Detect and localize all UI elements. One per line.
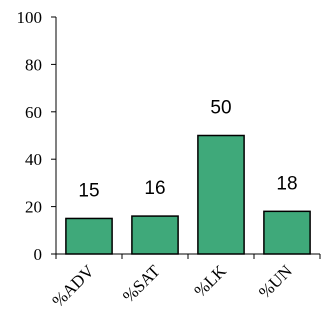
data-label: 15: [78, 180, 99, 201]
category-label: %SAT: [119, 261, 164, 306]
data-label: 16: [144, 178, 165, 199]
x-axis: [55, 253, 321, 259]
y-tick-label: 80: [25, 55, 42, 74]
bar-pct-lk: [197, 134, 245, 255]
category-label: %LK: [190, 261, 230, 301]
bar-pct-sat: [131, 215, 179, 255]
data-label: 50: [210, 98, 231, 119]
bar-pct-un: [263, 210, 311, 255]
data-labels: 15 16 50 18: [78, 98, 297, 202]
bar-pct-adv: [65, 217, 113, 255]
y-axis: 0 20 40 60 80 100: [17, 8, 57, 264]
y-tick-label: 40: [25, 150, 42, 169]
y-tick-label: 0: [34, 245, 43, 264]
category-labels: %ADV %SAT %LK %UN: [48, 261, 295, 311]
data-label: 18: [276, 173, 297, 194]
y-tick-label: 100: [17, 8, 43, 27]
bars: [65, 134, 311, 255]
category-label: %UN: [255, 261, 296, 302]
y-tick-label: 20: [25, 198, 42, 217]
y-tick-label: 60: [25, 103, 42, 122]
category-label: %ADV: [48, 261, 98, 311]
